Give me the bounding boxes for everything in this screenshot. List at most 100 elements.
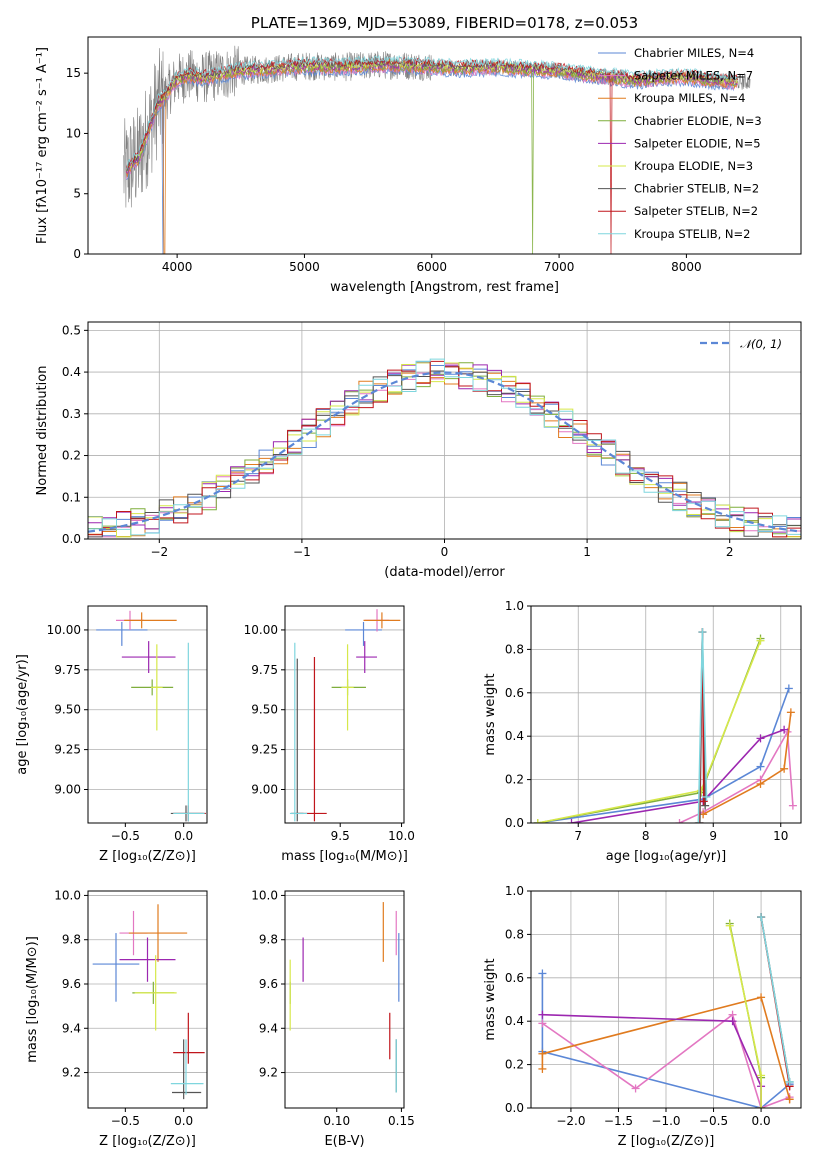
axes-frame	[87, 36, 802, 255]
plot-area	[123, 45, 751, 254]
y-tick-label: 1.0	[505, 884, 524, 898]
y-tick-label: 0.2	[505, 1058, 524, 1072]
legend-label-salpeter-stelib: Salpeter STELIB, N=2	[634, 204, 758, 218]
y-tick-label: 0.4	[62, 365, 81, 379]
legend: 𝒩(0, 1)	[700, 337, 782, 351]
y-tick-label: 9.25	[54, 743, 81, 757]
x-axis-label: E(B-V)	[324, 1134, 364, 1149]
y-tick-label: 10	[66, 126, 81, 140]
y-tick-label: 0.0	[62, 532, 81, 546]
x-axis-label: Z [log₁₀(Z/Z⊙)]	[99, 1134, 196, 1149]
point-marker-kroupa-miles	[780, 764, 789, 773]
point-marker-kroupa-elodie	[725, 921, 734, 930]
plot-area	[538, 913, 794, 1108]
y-axis-label: mass [log₁₀(M/M⊙)]	[25, 936, 40, 1063]
x-tick-label: 8000	[671, 260, 702, 274]
legend-label-kroupa-miles: Kroupa MILES, N=4	[634, 91, 746, 105]
y-tick-label: 0.8	[505, 927, 524, 941]
legend-label-chabrier-miles: Chabrier MILES, N=4	[634, 46, 754, 60]
y-axis-label: mass weight	[483, 673, 498, 755]
plot-area	[533, 628, 797, 823]
y-tick-label: 9.8	[259, 933, 278, 947]
y-tick-label: 10.0	[251, 888, 278, 902]
gaussian-curve	[88, 371, 801, 533]
point-marker-salpeter-elodie	[780, 725, 789, 734]
series-line-chabrier-elodie	[537, 638, 762, 823]
point-marker-salpeter-elodie	[728, 1017, 737, 1026]
y-tick-label: 9.50	[54, 703, 81, 717]
x-tick-label: 7000	[544, 260, 575, 274]
series-line-kroupa-elodie	[537, 640, 762, 823]
y-tick-label: 9.25	[251, 743, 278, 757]
x-tick-label: −1.0	[651, 1114, 680, 1128]
y-tick-label: 9.50	[251, 703, 278, 717]
y-tick-label: 0	[73, 247, 81, 261]
y-tick-label: 10.00	[47, 623, 81, 637]
x-tick-label: 1	[583, 545, 591, 559]
errorbar-kroupa-elodie	[134, 955, 177, 1031]
errorbar-kroupa-elodie	[151, 644, 163, 731]
x-tick-label: 0	[441, 545, 449, 559]
legend-label-kroupa-elodie: Kroupa ELODIE, N=3	[634, 159, 753, 173]
y-tick-label: 15	[66, 66, 81, 80]
series-line-kroupa-miles	[541, 996, 791, 1100]
errorbar-chabrier-miles	[345, 621, 382, 646]
chart-age-vs-mass: 9.5 10.0 9.00 9.25 9.50 9.75 10.00 mass [log₁₀(…	[244, 605, 415, 864]
chart-spectrum: 4000 5000 6000 7000 8000 0 5 10 15 PLATE=1369, MJ…	[35, 14, 802, 295]
point-marker-salpeter-miles	[538, 1019, 547, 1028]
x-tick-label: 0.10	[323, 1114, 350, 1128]
series-line-kroupa-miles	[702, 712, 792, 816]
y-tick-label: 0.6	[505, 971, 524, 985]
y-tick-label: 0.1	[62, 490, 81, 504]
point-marker-kroupa-stelib	[785, 1077, 794, 1086]
y-tick-label: 0.0	[505, 1101, 524, 1115]
point-marker-salpeter-miles	[631, 1084, 640, 1093]
y-tick-label: 0.5	[62, 323, 81, 337]
y-tick-label: 5	[73, 187, 81, 201]
point-marker-chabrier-miles	[538, 969, 547, 978]
legend: Chabrier MILES, N=4 Salpeter MILES, N=7 Kr…	[598, 46, 762, 241]
y-tick-label: 1.0	[505, 599, 524, 613]
point-marker-salpeter-miles	[788, 801, 797, 810]
y-tick-label: 0.2	[505, 773, 524, 787]
x-tick-label: 6000	[416, 260, 447, 274]
errorbar-kroupa-stelib	[170, 1039, 204, 1095]
x-axis-label: age [log₁₀(age/yr)]	[606, 849, 727, 864]
errorbar-kroupa-stelib	[289, 642, 308, 822]
point-marker-kroupa-elodie	[757, 1071, 766, 1080]
axes-frame	[284, 605, 405, 824]
x-axis-label: mass [log₁₀(M/M⊙)]	[281, 849, 408, 864]
point-marker-kroupa-elodie	[533, 819, 542, 823]
point-marker-salpeter-elodie	[567, 819, 576, 823]
errorbar-chabrier-stelib	[291, 658, 304, 822]
y-tick-label: 0.4	[505, 1014, 524, 1028]
x-tick-label: −2.0	[556, 1114, 585, 1128]
axes-frame	[87, 605, 208, 824]
chart-mass-weight-vs-age: 7 8 9 10 0.0 0.2 0.4 0.6 0.8 1.0 age [log₁₀(age/yr…	[483, 599, 802, 864]
point-marker-chabrier-miles	[784, 684, 793, 693]
point-marker-kroupa-stelib	[702, 792, 711, 801]
point-marker-chabrier-miles	[756, 762, 765, 771]
errorbar-kroupa-elodie	[341, 644, 354, 731]
point-marker-kroupa-elodie	[756, 636, 765, 645]
x-tick-label: 10	[773, 829, 788, 843]
errorbar-kroupa-miles	[363, 612, 401, 629]
series-line-salpeter-miles	[679, 729, 794, 823]
point-marker-chabrier-stelib	[701, 801, 710, 810]
point-marker-kroupa-miles	[757, 993, 766, 1002]
legend-label-kroupa-stelib: Kroupa STELIB, N=2	[634, 227, 751, 241]
y-tick-label: 10.0	[54, 888, 81, 902]
chart-age-vs-Z: −0.5 0.0 9.00 9.25 9.50 9.75 10.00 Z [log₁₀(Z/Z…	[15, 605, 208, 864]
plot-area	[92, 904, 205, 1100]
point-marker-salpeter-elodie	[756, 734, 765, 743]
y-tick-label: 9.4	[62, 1021, 81, 1035]
x-axis-label: Z [log₁₀(Z/Z⊙)]	[618, 1134, 715, 1149]
y-axis-label: mass weight	[483, 958, 498, 1040]
series-line-kroupa-elodie	[728, 925, 762, 1108]
axes-frame	[284, 890, 405, 1109]
plot-area	[96, 610, 206, 822]
plot-area	[289, 902, 400, 1093]
x-tick-label: 2	[726, 545, 734, 559]
y-tick-label: 9.8	[62, 933, 81, 947]
